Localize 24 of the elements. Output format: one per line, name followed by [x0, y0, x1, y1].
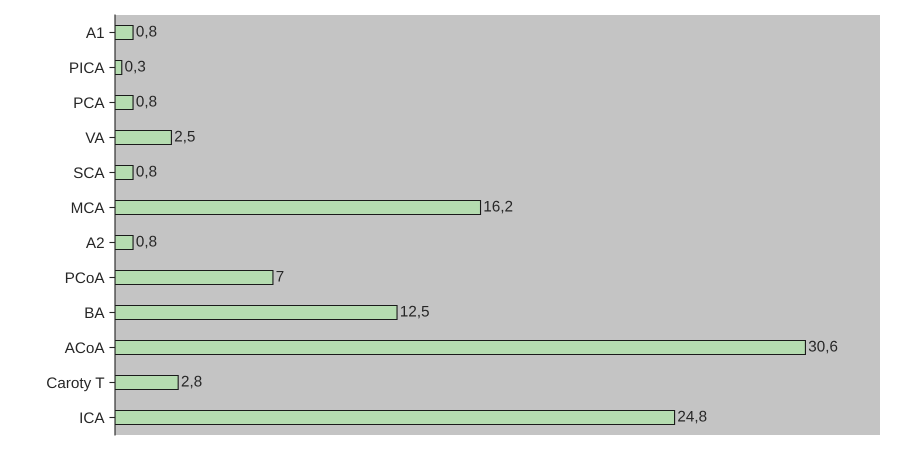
y-tick-label: ACoA [64, 342, 105, 354]
y-tick-label: VA [85, 132, 105, 144]
data-label: 16,2 [484, 200, 512, 214]
data-label: 2,8 [182, 376, 202, 388]
y-tick-label: PCA [74, 97, 105, 108]
data-label: 7 [276, 270, 284, 282]
y-tick-label: A2 [86, 237, 104, 248]
data-label: 12,5 [400, 306, 429, 318]
y-tick-label: SCA [74, 167, 105, 178]
data-label: 0,8 [136, 26, 156, 38]
y-tick-label: BA [85, 308, 105, 318]
data-label: 0,3 [125, 60, 146, 74]
y-tick-label: PICA [70, 62, 105, 74]
data-label: 30,6 [808, 340, 838, 354]
data-label: 2,5 [174, 130, 195, 144]
y-tick-label: Caroty T [47, 377, 104, 392]
y-tick-label: PCoA [66, 272, 105, 284]
y-tick-label: A1 [86, 28, 104, 38]
data-label: 0,8 [136, 96, 156, 108]
data-label: 24,8 [678, 410, 706, 424]
data-label: 0,8 [136, 236, 156, 248]
data-label: 0,8 [136, 166, 156, 178]
y-tick-label: MCA [72, 202, 105, 214]
y-tick-label: ICA [80, 412, 105, 424]
